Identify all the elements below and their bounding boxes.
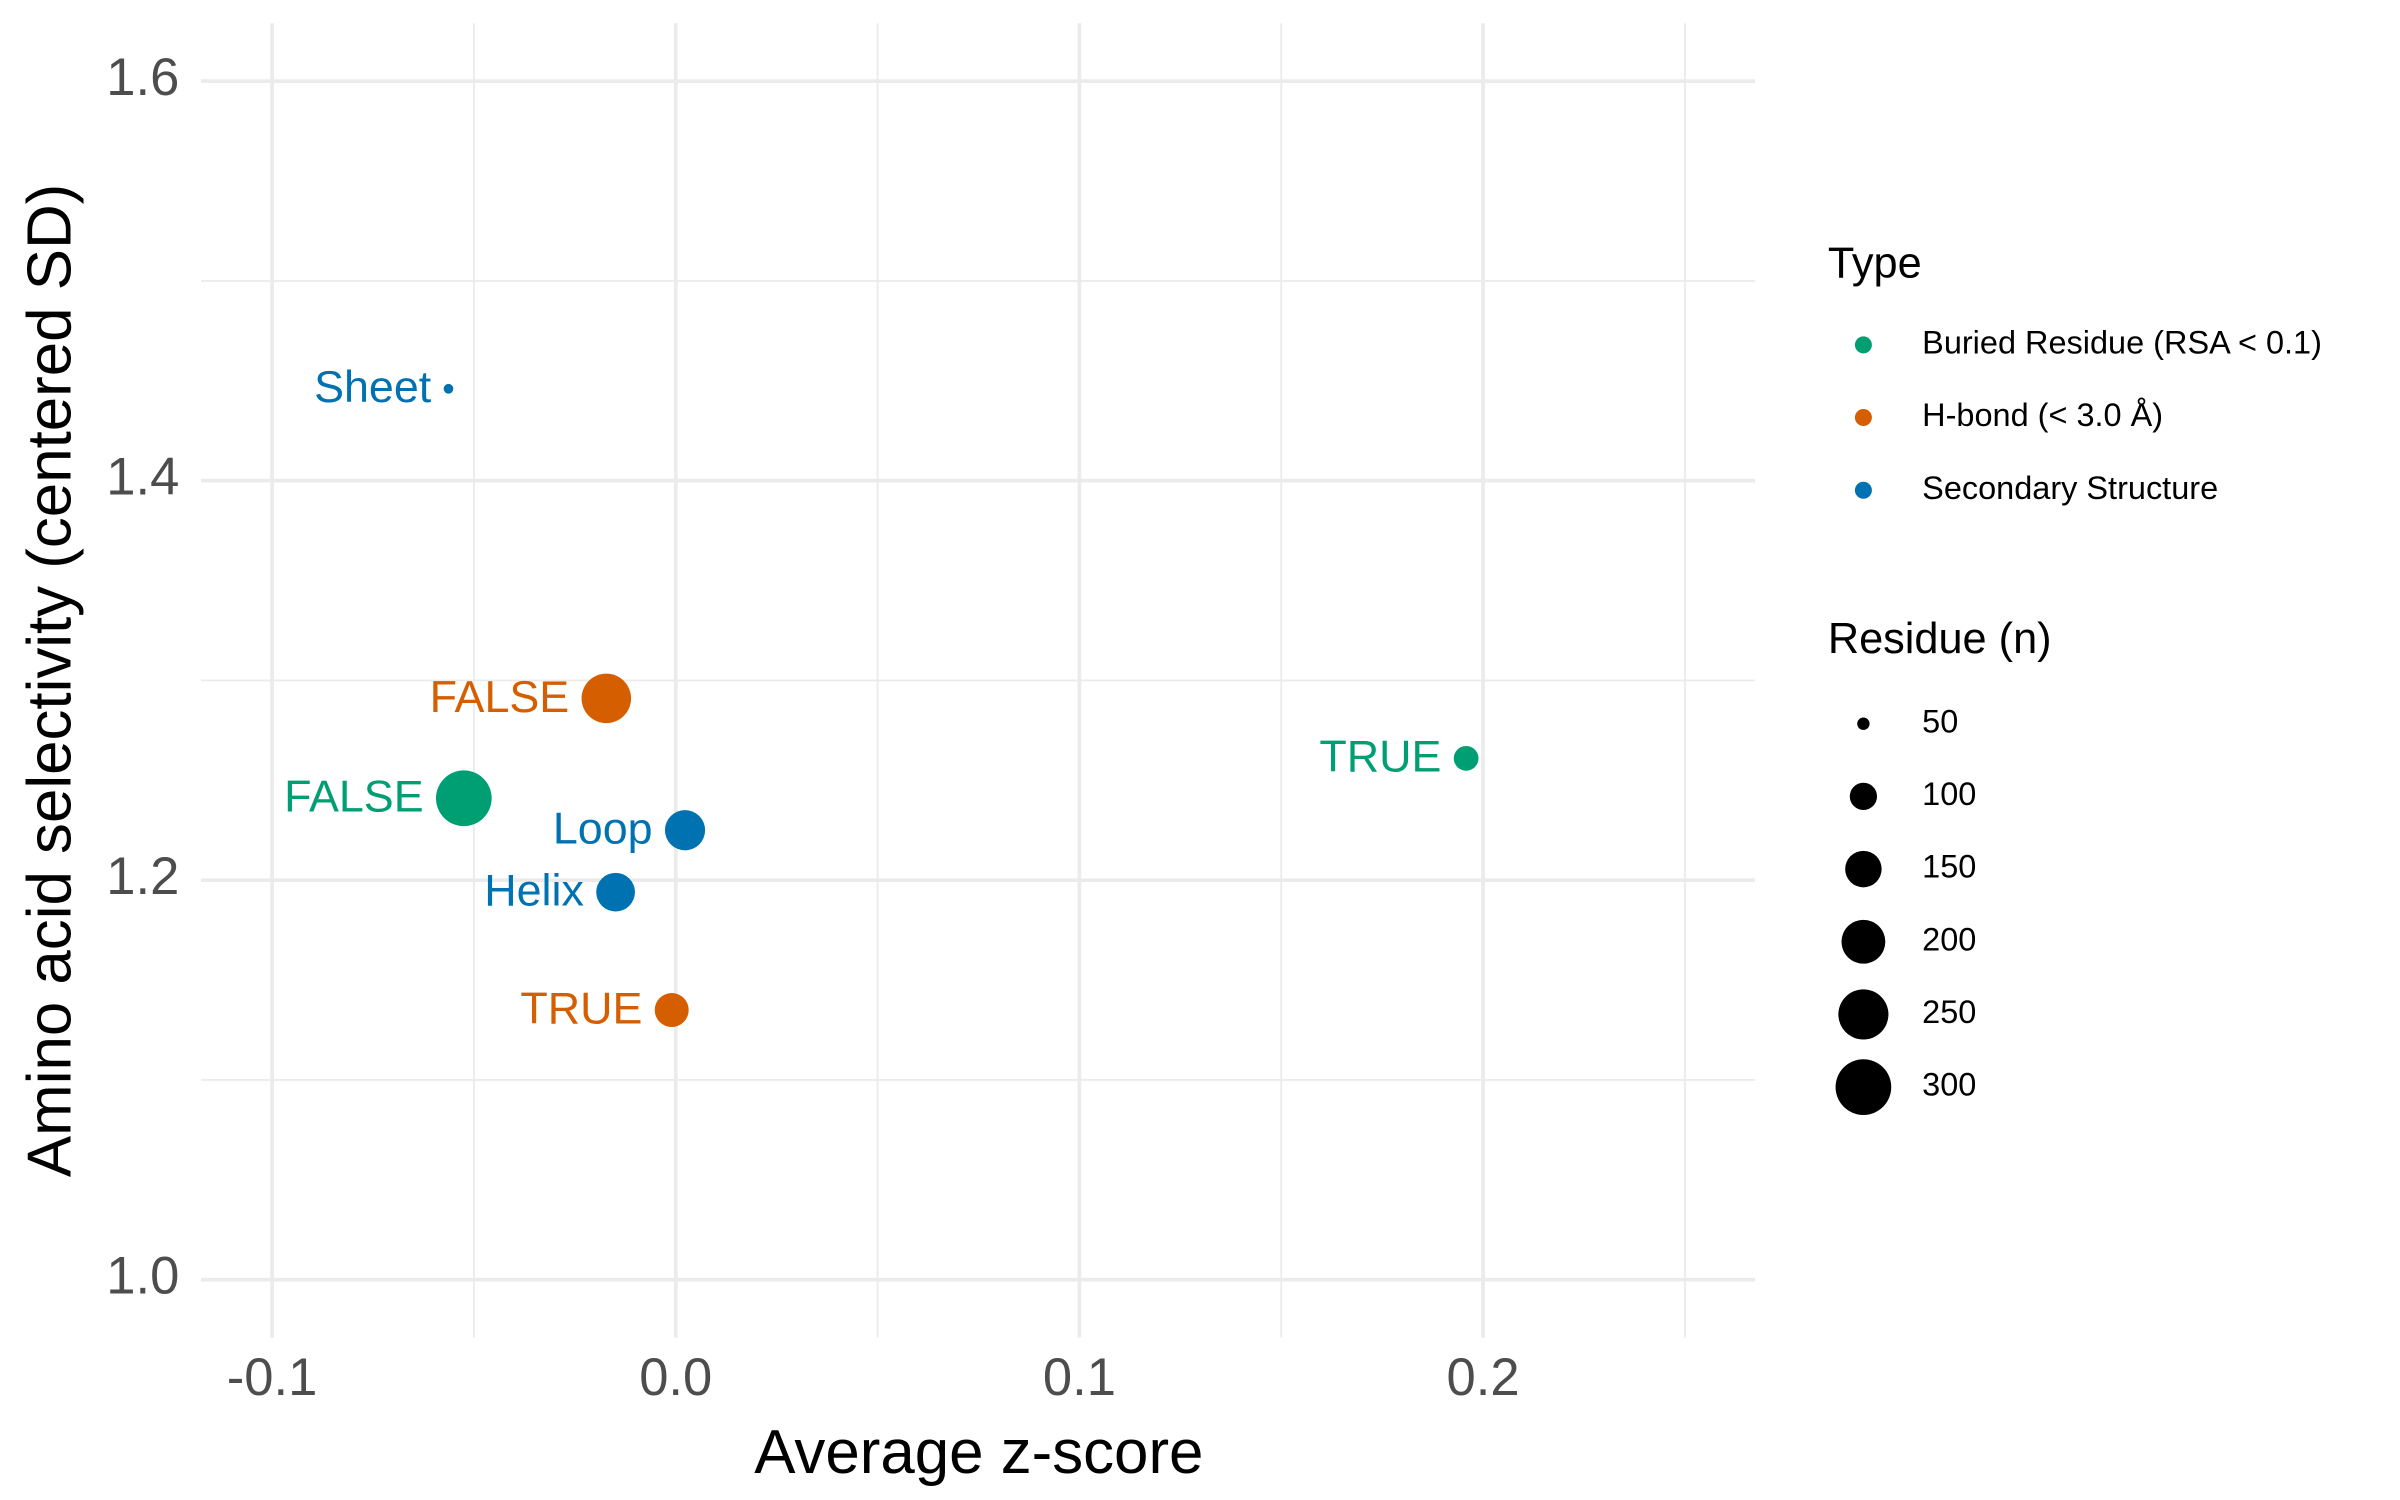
legend-key [1854, 409, 1872, 427]
legend-key [1854, 336, 1872, 354]
x-tick-label: 0.2 [1447, 1348, 1520, 1407]
size-legend-label: 100 [1922, 776, 1976, 812]
size-legend-key [1845, 850, 1882, 888]
point-label: FALSE [430, 671, 570, 722]
point [596, 872, 635, 912]
legend-label: Secondary Structure [1922, 470, 2218, 506]
legend-label: Buried Residue (RSA < 0.1) [1922, 324, 2322, 360]
point-label: Helix [484, 865, 584, 916]
point [435, 770, 492, 827]
legend-label: H-bond (< 3.0 Å) [1922, 397, 2163, 433]
size-legend-label: 200 [1922, 921, 1976, 957]
x-axis-title: Average z-score [754, 1418, 1203, 1487]
legend-key [1854, 481, 1872, 499]
y-tick-label: 1.2 [106, 847, 179, 906]
x-tick-label: 0.1 [1043, 1348, 1116, 1407]
size-legend-key [1838, 989, 1889, 1040]
size-legend-key [1841, 919, 1886, 964]
size-legend-title: Residue (n) [1828, 615, 2052, 663]
size-legend-key [1857, 717, 1870, 730]
y-tick-label: 1.4 [106, 448, 179, 507]
size-legend-label: 300 [1922, 1067, 1976, 1103]
y-tick-label: 1.0 [106, 1247, 179, 1306]
point-label: TRUE [520, 982, 642, 1033]
size-legend-label: 50 [1922, 703, 1958, 739]
x-tick-label: -0.1 [227, 1348, 318, 1407]
legend-title: Type [1828, 239, 1922, 287]
point [443, 383, 454, 394]
point-label: Loop [553, 803, 653, 854]
point [654, 993, 689, 1028]
point [664, 810, 706, 851]
size-legend-key [1849, 782, 1878, 811]
size-legend-key [1835, 1059, 1892, 1115]
point-label: TRUE [1319, 731, 1441, 782]
size-legend-label: 150 [1922, 849, 1976, 885]
point [581, 673, 632, 724]
point [1453, 745, 1479, 771]
point-label: FALSE [284, 771, 424, 822]
x-tick-label: 0.0 [639, 1348, 712, 1407]
point-label: Sheet [314, 361, 432, 412]
y-axis-title: Amino acid selectivity (centered SD) [15, 184, 84, 1177]
size-legend-label: 250 [1922, 994, 1976, 1030]
y-tick-label: 1.6 [106, 48, 179, 107]
